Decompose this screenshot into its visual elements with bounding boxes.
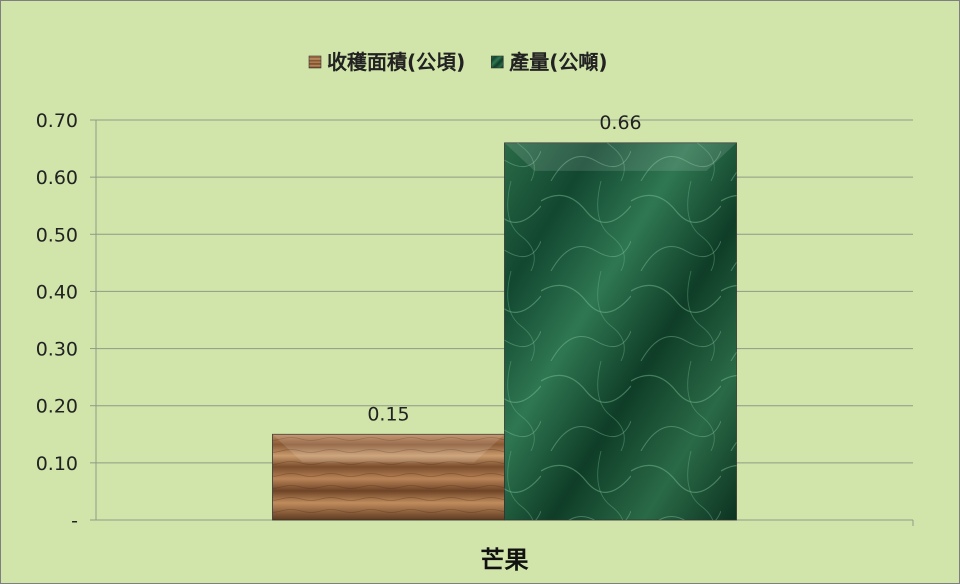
y-tick-label: 0.10 [36,453,78,475]
legend-swatch [308,55,322,69]
y-tick-label: 0.20 [36,396,78,418]
data-label: 0.15 [367,403,409,425]
y-tick-label: 0.60 [36,167,78,189]
bar-texture [272,434,505,520]
y-tick-label: 0.40 [36,281,78,303]
legend-label: 收穫面積(公頃) [327,50,465,74]
data-labels: 0.15 0.66 [367,112,641,425]
y-axis: - 0.10 0.20 0.30 0.40 0.50 0.60 0.70 芒果 [36,110,914,574]
legend-swatch [490,55,504,69]
bar-texture [504,142,737,520]
x-category-label: 芒果 [481,546,529,574]
bars [272,142,737,521]
y-tick-label: 0.70 [36,110,78,132]
y-tick-label: 0.30 [36,339,78,361]
bar-bevel [504,142,737,171]
bar-bevel [272,434,505,463]
y-tick-label: - [71,510,78,532]
legend: 收穫面積(公頃) 產量(公噸) [308,50,608,74]
data-label: 0.66 [599,112,641,134]
y-tick-label: 0.50 [36,224,78,246]
legend-label: 產量(公噸) [509,50,607,74]
